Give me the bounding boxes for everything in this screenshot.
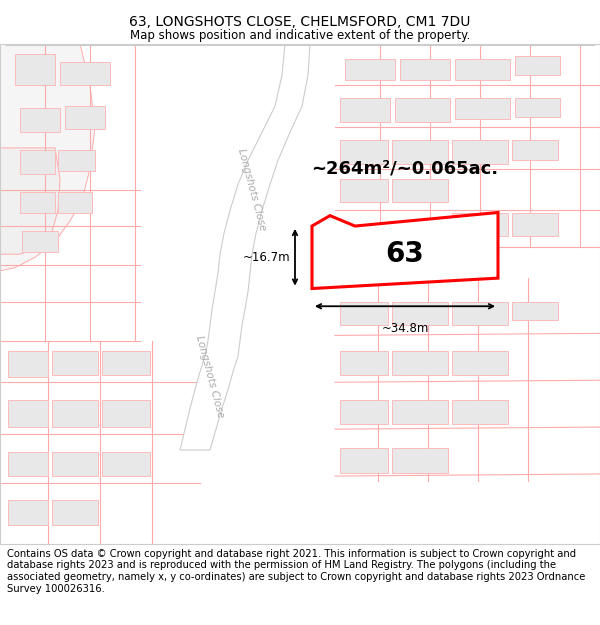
Polygon shape <box>455 59 510 80</box>
Polygon shape <box>340 139 388 164</box>
Polygon shape <box>20 192 55 213</box>
Polygon shape <box>345 59 395 80</box>
Polygon shape <box>8 351 48 377</box>
Polygon shape <box>8 452 48 476</box>
Polygon shape <box>340 179 388 202</box>
Text: 63: 63 <box>386 240 424 268</box>
Text: ~264m²/~0.065ac.: ~264m²/~0.065ac. <box>311 160 499 177</box>
Polygon shape <box>452 302 508 325</box>
Polygon shape <box>392 448 448 473</box>
Polygon shape <box>340 98 390 122</box>
Polygon shape <box>392 302 448 325</box>
Text: Map shows position and indicative extent of the property.: Map shows position and indicative extent… <box>130 29 470 41</box>
Polygon shape <box>52 351 98 375</box>
Text: Longshots Close: Longshots Close <box>236 148 268 232</box>
Polygon shape <box>60 62 110 86</box>
Polygon shape <box>392 179 448 202</box>
Polygon shape <box>512 302 558 320</box>
Polygon shape <box>102 400 150 427</box>
Polygon shape <box>452 213 508 236</box>
Text: ~16.7m: ~16.7m <box>242 251 290 264</box>
Polygon shape <box>180 44 310 450</box>
Polygon shape <box>455 98 510 119</box>
Polygon shape <box>452 400 508 424</box>
Polygon shape <box>0 148 60 254</box>
Polygon shape <box>392 351 448 375</box>
Polygon shape <box>22 231 58 252</box>
Polygon shape <box>340 400 388 424</box>
Polygon shape <box>340 448 388 473</box>
Polygon shape <box>58 192 92 213</box>
Polygon shape <box>392 400 448 424</box>
Polygon shape <box>20 108 60 132</box>
Polygon shape <box>452 139 508 164</box>
Polygon shape <box>52 452 98 476</box>
Polygon shape <box>340 351 388 375</box>
Polygon shape <box>58 150 95 171</box>
Polygon shape <box>515 56 560 75</box>
Polygon shape <box>512 139 558 161</box>
Polygon shape <box>15 54 55 86</box>
Text: Longshots Close: Longshots Close <box>194 335 226 419</box>
Polygon shape <box>395 98 450 122</box>
Polygon shape <box>52 400 98 427</box>
Polygon shape <box>102 452 150 476</box>
Polygon shape <box>312 213 498 289</box>
Polygon shape <box>8 500 48 525</box>
Polygon shape <box>8 400 48 427</box>
Polygon shape <box>20 150 55 174</box>
Polygon shape <box>65 106 105 129</box>
Text: Contains OS data © Crown copyright and database right 2021. This information is : Contains OS data © Crown copyright and d… <box>7 549 586 594</box>
Polygon shape <box>400 59 450 80</box>
Polygon shape <box>452 351 508 375</box>
Polygon shape <box>392 139 448 164</box>
Polygon shape <box>340 302 388 325</box>
Polygon shape <box>515 98 560 117</box>
Polygon shape <box>0 44 95 271</box>
Text: 63, LONGSHOTS CLOSE, CHELMSFORD, CM1 7DU: 63, LONGSHOTS CLOSE, CHELMSFORD, CM1 7DU <box>130 16 470 29</box>
Polygon shape <box>512 213 558 236</box>
Text: ~34.8m: ~34.8m <box>382 322 428 335</box>
Polygon shape <box>52 500 98 525</box>
Polygon shape <box>102 351 150 375</box>
